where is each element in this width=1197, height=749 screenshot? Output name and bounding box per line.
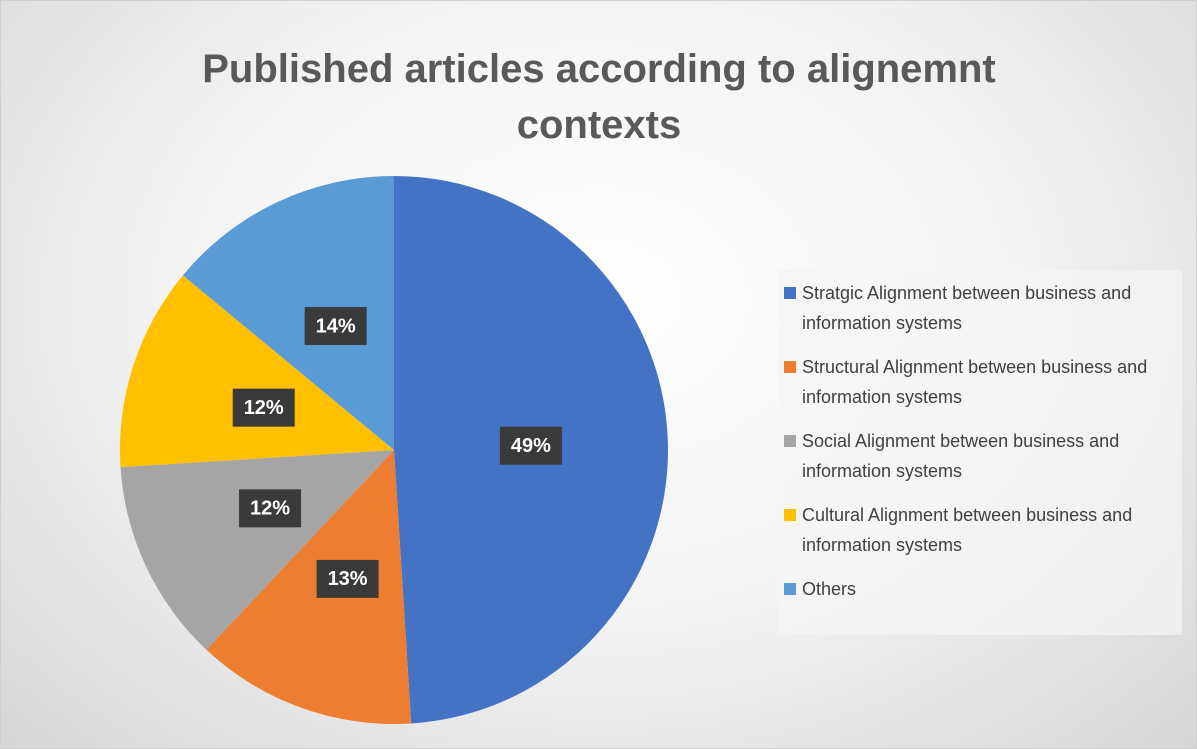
legend-entry: Stratgic Alignment between business and … (784, 278, 1176, 338)
chart-title: Published articles according to alignemn… (202, 47, 996, 147)
legend-label: Structural Alignment between business an… (802, 357, 1148, 407)
legend-label: Others (802, 579, 857, 599)
data-label: 12% (250, 498, 290, 520)
data-label: 12% (244, 397, 284, 419)
legend-entry: Structural Alignment between business an… (784, 352, 1176, 412)
legend-label: Stratgic Alignment between business and … (802, 283, 1132, 333)
pie-slice (206, 450, 412, 725)
legend-swatch (784, 287, 796, 299)
legend-swatch (784, 509, 796, 521)
legend-swatch (784, 361, 796, 373)
data-label-box (316, 559, 379, 598)
legend-entry: Others (784, 574, 1176, 604)
pie-slice (182, 176, 394, 450)
data-label-box (304, 307, 367, 346)
legend-label: Social Alignment between business and in… (802, 431, 1120, 481)
data-label: 49% (511, 435, 551, 457)
legend-entry: Cultural Alignment between business and … (784, 500, 1176, 560)
legend-swatch (784, 435, 796, 447)
pie-slice (120, 275, 395, 468)
data-label: 14% (316, 315, 356, 337)
data-label-box (499, 426, 562, 465)
legend-swatch (784, 583, 796, 595)
legend: Stratgic Alignment between business and … (778, 270, 1182, 635)
data-label-box (239, 489, 302, 528)
legend-entry: Social Alignment between business and in… (784, 426, 1176, 486)
data-label: 13% (328, 568, 368, 590)
legend-label: Cultural Alignment between business and … (802, 505, 1133, 555)
pie-slice (120, 450, 394, 650)
data-label-box (232, 388, 295, 427)
